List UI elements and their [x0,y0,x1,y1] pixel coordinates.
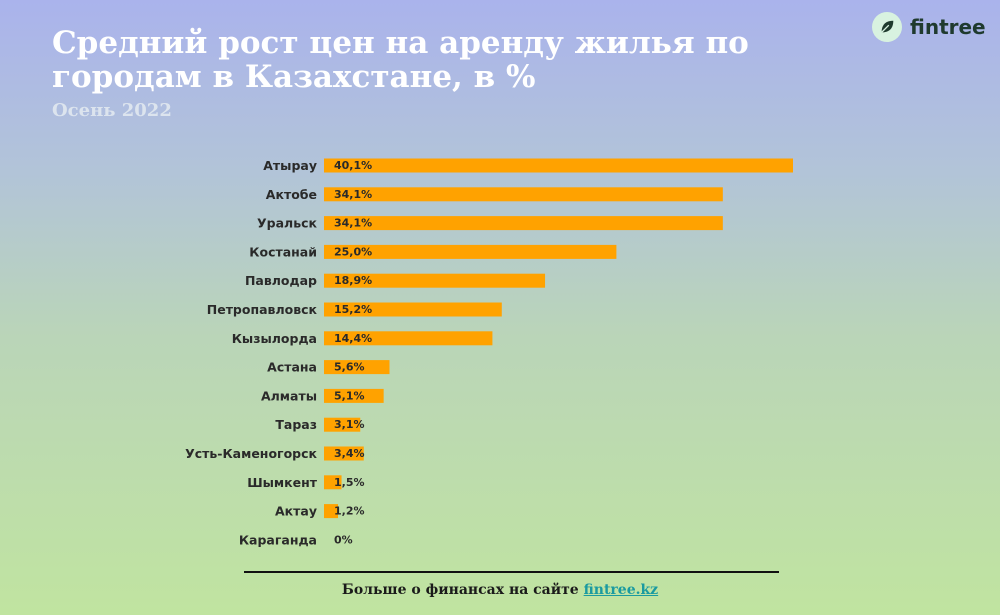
bar [324,388,384,403]
category-label: Павлодар [245,273,317,288]
value-label: 3,4% [334,447,365,460]
category-label: Усть-Каменогорск [185,446,317,461]
leaf-icon [872,12,902,42]
value-label: 34,1% [334,188,372,201]
value-label: 18,9% [334,274,372,287]
footer-divider [244,571,779,573]
value-label: 1,2% [334,505,365,518]
bar [324,216,723,231]
category-label: Караганда [239,532,317,547]
category-label: Уральск [257,216,317,231]
bar [324,187,723,202]
chart-title: Средний рост цен на аренду жилья по горо… [52,25,749,95]
value-label: 3,1% [334,418,365,431]
bar [324,331,493,346]
category-label: Тараз [275,417,317,432]
bar [324,475,342,490]
value-label: 5,6% [334,361,365,374]
footer-text: Больше о финансах на сайте [341,582,584,598]
category-label: Кызылорда [232,331,317,346]
footer: Больше о финансах на сайте fintree.kz [0,582,1000,598]
fintree-logo[interactable]: fintree [872,10,986,44]
bar [324,417,361,432]
category-label: Актобе [266,187,317,202]
value-label: 34,1% [334,217,372,230]
chart-subtitle: Осень 2022 [52,100,172,121]
value-label: 1,5% [334,476,365,489]
logo-text: fintree [910,15,986,39]
bar [324,158,793,173]
value-label: 15,2% [334,303,372,316]
category-label: Астана [267,360,317,375]
bar [324,446,364,461]
category-label: Атырау [263,158,317,173]
value-label: 5,1% [334,389,365,402]
category-label: Актау [275,504,317,519]
bar [324,360,390,375]
value-label: 0% [334,533,353,546]
bar [324,244,617,259]
footer-link[interactable]: fintree.kz [583,582,659,598]
category-label: Костанай [249,244,317,259]
value-label: 25,0% [334,245,372,258]
category-label: Шымкент [247,475,318,490]
value-label: 14,4% [334,332,372,345]
bar [324,273,546,288]
category-label: Алматы [261,388,317,403]
value-label: 40,1% [334,159,372,172]
category-label: Петропавловск [207,302,318,317]
bar [324,302,502,317]
bar [324,504,339,519]
